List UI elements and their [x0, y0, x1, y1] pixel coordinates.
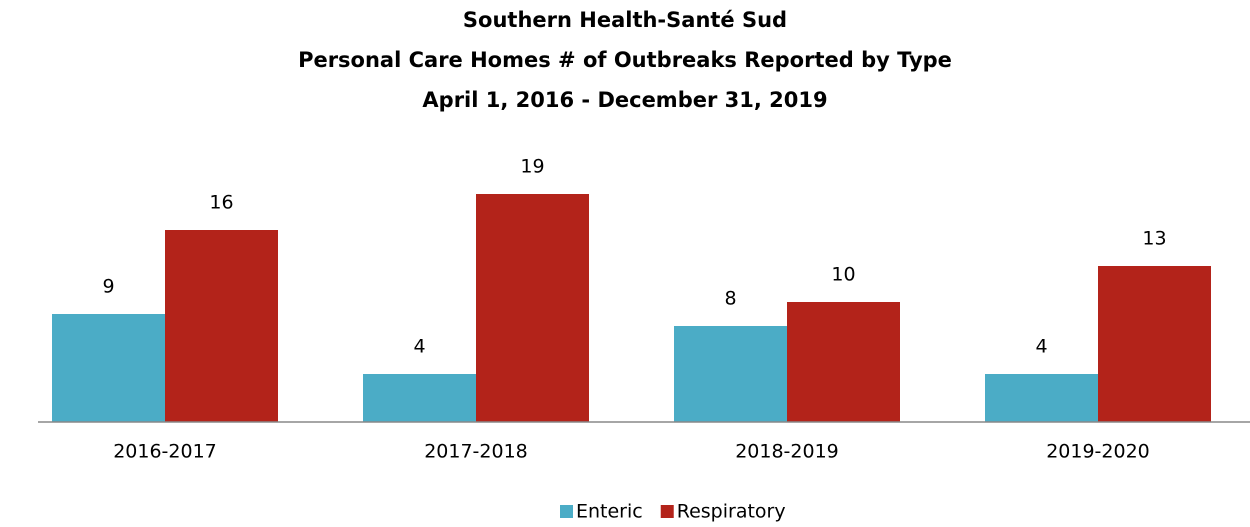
- x-tick-label: 2018-2019: [735, 441, 839, 463]
- data-label: 19: [520, 156, 544, 178]
- data-label: 13: [1142, 228, 1166, 250]
- legend-swatch: [660, 505, 674, 518]
- bar: [363, 374, 476, 422]
- bar: [476, 194, 589, 422]
- chart-title: April 1, 2016 - December 31, 2019: [422, 88, 827, 112]
- legend-label: Enteric: [576, 501, 643, 523]
- data-label: 4: [1035, 336, 1047, 358]
- data-label: 16: [209, 192, 233, 214]
- bar: [787, 302, 900, 422]
- chart-title: Southern Health-Santé Sud: [463, 8, 787, 32]
- bar: [674, 326, 787, 422]
- data-label: 10: [831, 264, 855, 286]
- bar: [52, 314, 165, 422]
- bar: [1098, 266, 1211, 422]
- data-label: 9: [102, 276, 114, 298]
- x-tick-label: 2017-2018: [424, 441, 528, 463]
- data-label: 4: [413, 336, 425, 358]
- chart-title: Personal Care Homes # of Outbreaks Repor…: [298, 48, 952, 72]
- legend-label: Respiratory: [677, 501, 786, 523]
- x-tick-label: 2016-2017: [113, 441, 217, 463]
- x-tick-label: 2019-2020: [1046, 441, 1150, 463]
- legend-swatch: [560, 505, 573, 518]
- bar: [985, 374, 1098, 422]
- data-label: 8: [724, 288, 736, 310]
- bar: [165, 230, 278, 422]
